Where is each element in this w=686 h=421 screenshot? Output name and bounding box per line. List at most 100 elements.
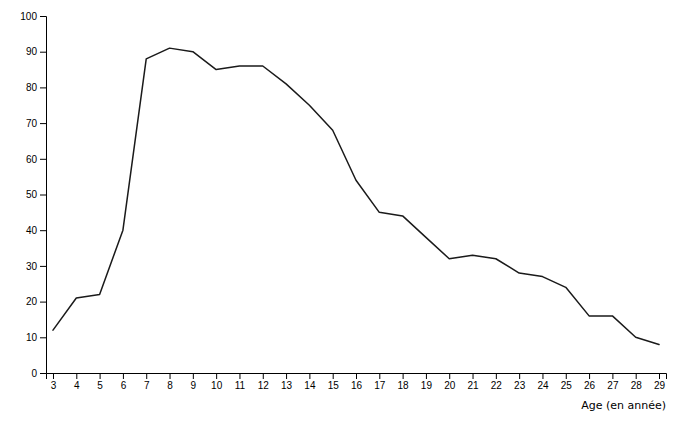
x-tick-label: 14 <box>304 380 316 391</box>
x-axis-title: Age (en année) <box>581 399 666 412</box>
x-tick-label: 16 <box>351 380 363 391</box>
x-tick-mark <box>636 373 637 379</box>
x-tick-mark <box>612 373 613 379</box>
x-tick-label: 15 <box>328 380 340 391</box>
x-tick-label: 7 <box>144 380 150 391</box>
x-tick-label: 23 <box>514 380 526 391</box>
x-tick-label: 24 <box>537 380 549 391</box>
x-tick-mark <box>286 373 287 379</box>
y-tick-mark <box>40 123 46 124</box>
x-tick: 26 <box>584 373 596 391</box>
y-tick: 30 <box>26 261 46 272</box>
y-tick-mark <box>40 159 46 160</box>
plot: 3456789101112131415161718192021222324252… <box>20 11 666 412</box>
x-tick-label: 29 <box>654 380 666 391</box>
x-tick-mark <box>216 373 217 379</box>
x-tick: 25 <box>561 373 573 391</box>
x-tick-mark <box>496 373 497 379</box>
x-tick-label: 11 <box>235 380 246 391</box>
y-tick-label: 40 <box>26 225 38 236</box>
x-tick: 12 <box>258 373 270 391</box>
x-tick-mark <box>379 373 380 379</box>
x-tick-label: 4 <box>74 380 80 391</box>
y-tick: 100 <box>20 11 46 22</box>
x-tick-mark <box>170 373 171 379</box>
x-tick: 24 <box>537 373 549 391</box>
x-tick-label: 20 <box>444 380 456 391</box>
x-tick: 29 <box>654 373 666 391</box>
y-tick-mark <box>40 16 46 17</box>
x-tick-label: 27 <box>607 380 619 391</box>
y-tick-label: 90 <box>26 46 38 57</box>
y-axis: 0 10 20 30 40 50 60 70 80 90 100 <box>20 11 46 379</box>
x-tick-label: 6 <box>121 380 127 391</box>
x-tick-mark <box>76 373 77 379</box>
x-tick-label: 18 <box>398 380 410 391</box>
y-tick: 60 <box>26 154 46 165</box>
x-tick: 13 <box>281 373 293 391</box>
x-tick: 4 <box>74 373 80 391</box>
y-tick-mark <box>40 302 46 303</box>
x-tick-mark <box>426 373 427 379</box>
y-tick: 50 <box>26 189 46 200</box>
chart: 3456789101112131415161718192021222324252… <box>0 0 686 421</box>
x-tick: 20 <box>444 373 456 391</box>
x-tick-mark <box>449 373 450 379</box>
y-tick-mark <box>40 87 46 88</box>
y-tick: 80 <box>26 82 46 93</box>
x-tick: 19 <box>421 373 433 391</box>
x-tick-label: 17 <box>374 380 386 391</box>
x-tick-label: 12 <box>258 380 270 391</box>
y-tick-mark <box>40 52 46 53</box>
y-tick-label: 80 <box>26 82 38 93</box>
x-tick: 10 <box>211 373 223 391</box>
x-axis: 3456789101112131415161718192021222324252… <box>47 373 667 391</box>
x-tick-label: 5 <box>97 380 103 391</box>
y-tick-label: 100 <box>20 11 37 22</box>
x-tick: 18 <box>398 373 410 391</box>
marks <box>53 48 659 344</box>
x-tick: 3 <box>51 373 57 391</box>
x-tick: 15 <box>328 373 340 391</box>
x-tick: 5 <box>97 373 103 391</box>
y-tick: 20 <box>26 296 46 307</box>
y-tick: 90 <box>26 46 46 57</box>
y-tick-mark <box>40 266 46 267</box>
y-tick: 0 <box>31 368 46 379</box>
y-tick-label: 70 <box>26 118 38 129</box>
x-tick: 9 <box>191 373 197 391</box>
x-tick-mark <box>309 373 310 379</box>
y-tick-mark <box>40 195 46 196</box>
x-tick-mark <box>333 373 334 379</box>
x-tick: 21 <box>467 373 479 391</box>
x-tick-mark <box>473 373 474 379</box>
y-tick-mark <box>40 230 46 231</box>
x-tick-label: 13 <box>281 380 293 391</box>
x-tick-mark <box>519 373 520 379</box>
y-axis-line <box>40 17 47 374</box>
x-tick-label: 10 <box>211 380 223 391</box>
x-tick-label: 25 <box>561 380 573 391</box>
y-tick-mark <box>40 373 46 374</box>
x-tick-mark <box>146 373 147 379</box>
y-tick-label: 10 <box>26 332 38 343</box>
x-tick-mark <box>659 373 660 379</box>
y-tick-label: 20 <box>26 296 38 307</box>
y-tick: 40 <box>26 225 46 236</box>
x-tick: 6 <box>121 373 127 391</box>
y-tick-label: 60 <box>26 154 38 165</box>
x-tick: 14 <box>304 373 316 391</box>
y-tick-label: 0 <box>31 368 37 379</box>
y-tick-mark <box>40 337 46 338</box>
x-tick-mark <box>566 373 567 379</box>
x-tick: 23 <box>514 373 526 391</box>
x-tick-mark <box>589 373 590 379</box>
x-tick: 16 <box>351 373 363 391</box>
x-tick-label: 26 <box>584 380 596 391</box>
x-tick-label: 28 <box>631 380 643 391</box>
y-tick: 10 <box>26 332 46 343</box>
y-tick-label: 30 <box>26 261 38 272</box>
x-tick: 11 <box>235 373 246 391</box>
x-tick: 8 <box>167 373 173 391</box>
x-tick: 28 <box>631 373 643 391</box>
